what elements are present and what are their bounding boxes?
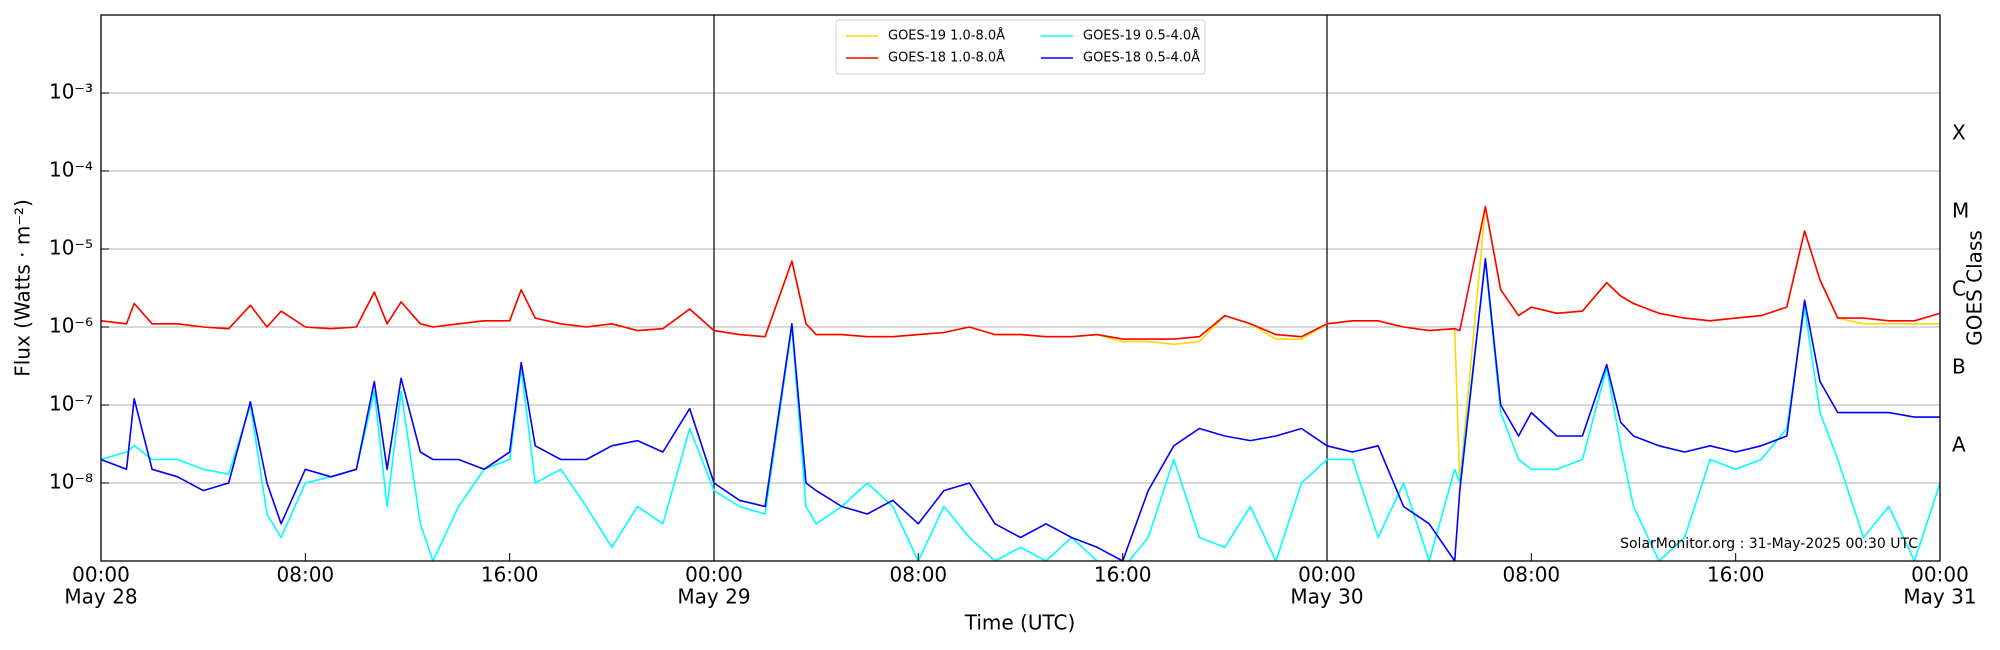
legend-label: GOES-19 0.5-4.0Å	[1083, 28, 1200, 44]
x-tick-label: 00:00	[685, 563, 743, 587]
y-tick-label: 10⁻⁵	[49, 236, 93, 260]
x-tick-label: 16:00	[1707, 563, 1765, 587]
legend-label: GOES-18 0.5-4.0Å	[1083, 50, 1200, 66]
x-tick-label: May 31	[1903, 585, 1976, 609]
y2-tick-label: M	[1952, 198, 1969, 222]
x-tick-label: 16:00	[481, 563, 539, 587]
series-line	[101, 260, 1940, 561]
legend: GOES-19 1.0-8.0Å GOES-18 1.0-8.0Å GOES-19 …	[846, 28, 1200, 66]
x-tick-label: May 29	[677, 585, 750, 609]
x-tick-label: 00:00	[1298, 563, 1356, 587]
y-tick-label: 10⁻³	[49, 80, 93, 104]
y-axis-label: Flux (Watts · m⁻²)	[11, 199, 35, 377]
x-axis-label: Time (UTC)	[964, 611, 1076, 635]
y2-tick-label: B	[1952, 354, 1966, 378]
x-tick-label: 00:00	[1911, 563, 1969, 587]
x-tick-label: 08:00	[890, 563, 948, 587]
y2-tick-label: C	[1952, 276, 1966, 300]
plot-frame	[100, 14, 1941, 562]
y-tick-label: 10⁻⁸	[49, 470, 93, 494]
series-line	[101, 205, 1940, 340]
plot-lines	[101, 205, 1940, 561]
x-tick-label: 00:00	[72, 563, 130, 587]
x-tick-label: May 28	[64, 585, 137, 609]
annotation: SolarMonitor.org : 31-May-2025 00:30 UTC	[1620, 536, 1918, 552]
y-tick-label: 10⁻⁷	[49, 392, 93, 416]
x-tick-label: 08:00	[1503, 563, 1561, 587]
x-tick-label: May 30	[1290, 585, 1363, 609]
legend-label: GOES-18 1.0-8.0Å	[888, 50, 1005, 66]
legend-label: GOES-19 1.0-8.0Å	[888, 28, 1005, 44]
y-tick-label: 10⁻⁶	[49, 314, 93, 338]
legend-box	[835, 19, 1206, 75]
series-line	[101, 257, 1940, 561]
y2-axis-label: GOES Class	[1963, 230, 1987, 346]
y2-tick-label: X	[1952, 120, 1966, 144]
y2-tick-label: A	[1952, 432, 1966, 456]
x-tick-label: 16:00	[1094, 563, 1152, 587]
y-tick-label: 10⁻⁴	[49, 158, 93, 182]
x-tick-label: 08:00	[277, 563, 335, 587]
